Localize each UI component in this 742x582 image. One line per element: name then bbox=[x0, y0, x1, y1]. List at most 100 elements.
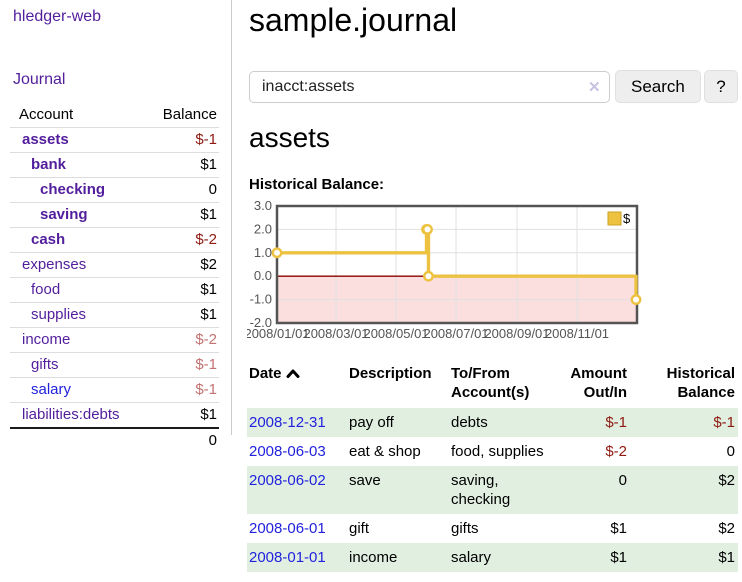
sidebar-item-journal[interactable]: Journal bbox=[13, 71, 66, 88]
transaction-amount: $1 bbox=[610, 520, 627, 537]
account-balance: $2 bbox=[200, 256, 217, 273]
chart-title: Historical Balance: bbox=[249, 176, 385, 193]
transaction-accounts: debts bbox=[451, 414, 488, 431]
accounts-total-value: 0 bbox=[208, 432, 217, 449]
search-input[interactable] bbox=[249, 71, 610, 103]
account-row: assets $-1 bbox=[10, 127, 219, 153]
svg-text:2.0: 2.0 bbox=[254, 221, 272, 236]
accounts-header-row: Account Balance bbox=[10, 103, 219, 128]
account-row: cash $-2 bbox=[10, 227, 219, 253]
register-header-row: Date Description To/From Account(s) Amou… bbox=[247, 362, 738, 408]
transaction-row: 2008-06-03 eat & shop food, supplies $-2… bbox=[247, 437, 738, 466]
main-content: sample.journal ✕ Search ? assets Histori… bbox=[244, 0, 742, 582]
account-balance: $-1 bbox=[195, 131, 217, 148]
account-row: liabilities:debts $1 bbox=[10, 402, 219, 429]
svg-text:2008/03/01: 2008/03/01 bbox=[303, 326, 368, 341]
svg-text:0.0: 0.0 bbox=[254, 268, 272, 283]
account-balance: $1 bbox=[200, 306, 217, 323]
description-column-header: Description bbox=[349, 365, 432, 382]
accounts-total-row: 0 bbox=[10, 428, 219, 453]
transaction-accounts: food, supplies bbox=[451, 443, 544, 460]
account-link-salary[interactable]: salary bbox=[31, 381, 72, 398]
account-link-assets[interactable]: assets bbox=[22, 131, 69, 148]
date-header-label: Date bbox=[249, 365, 282, 382]
account-balance: $-2 bbox=[195, 231, 217, 248]
accounts-column-header: To/From Account(s) bbox=[451, 365, 530, 401]
transaction-date-link[interactable]: 2008-06-03 bbox=[249, 443, 326, 460]
transaction-row: 2008-06-02 save saving, checking 0 $2 bbox=[247, 466, 738, 514]
transaction-date-link[interactable]: 2008-06-02 bbox=[249, 472, 326, 489]
account-balance: 0 bbox=[208, 181, 217, 198]
svg-text:2008/11/01: 2008/11/01 bbox=[545, 326, 609, 341]
svg-text:2008/01/01: 2008/01/01 bbox=[247, 326, 310, 341]
transaction-date-link[interactable]: 2008-12-31 bbox=[249, 414, 326, 431]
svg-text:2008/09/01: 2008/09/01 bbox=[484, 326, 549, 341]
account-link-income[interactable]: income bbox=[22, 331, 71, 348]
date-column-header[interactable]: Date bbox=[247, 362, 347, 408]
amount-column-header: Amount Out/In bbox=[570, 365, 627, 401]
account-balance: $1 bbox=[200, 281, 217, 298]
transaction-date-link[interactable]: 2008-01-01 bbox=[249, 549, 326, 566]
clear-search-icon[interactable]: ✕ bbox=[588, 79, 601, 96]
register-table: Date Description To/From Account(s) Amou… bbox=[247, 362, 738, 572]
transaction-amount: 0 bbox=[618, 472, 627, 489]
svg-text:3.0: 3.0 bbox=[254, 198, 272, 213]
transaction-description: save bbox=[349, 472, 381, 489]
account-link-supplies[interactable]: supplies bbox=[31, 306, 87, 323]
account-row: salary $-1 bbox=[10, 377, 219, 403]
svg-text:2008/07/01: 2008/07/01 bbox=[423, 326, 488, 341]
transaction-amount: $-1 bbox=[605, 414, 627, 431]
svg-text:1.0: 1.0 bbox=[254, 245, 272, 260]
page-title: sample.journal bbox=[249, 2, 458, 38]
account-link-gifts[interactable]: gifts bbox=[31, 356, 59, 373]
account-row: gifts $-1 bbox=[10, 352, 219, 378]
transaction-amount: $-2 bbox=[605, 443, 627, 460]
account-balance: $1 bbox=[200, 156, 217, 173]
app-brand-link[interactable]: hledger-web bbox=[13, 8, 102, 25]
account-link-bank[interactable]: bank bbox=[31, 156, 67, 173]
account-link-cash[interactable]: cash bbox=[31, 231, 66, 248]
transaction-description: gift bbox=[349, 520, 370, 537]
svg-text:-2.0: -2.0 bbox=[250, 315, 272, 330]
transaction-accounts: salary bbox=[451, 549, 492, 566]
search-button[interactable]: Search bbox=[615, 70, 701, 103]
transaction-date-link[interactable]: 2008-06-01 bbox=[249, 520, 326, 537]
transaction-balance: 0 bbox=[726, 443, 735, 460]
sort-ascending-icon bbox=[286, 369, 300, 378]
transaction-accounts: gifts bbox=[451, 520, 479, 537]
account-heading: assets bbox=[249, 122, 330, 153]
account-row: income $-2 bbox=[10, 327, 219, 353]
account-balance: $-1 bbox=[195, 381, 217, 398]
account-balance: $-2 bbox=[195, 331, 217, 348]
transaction-balance: $-1 bbox=[713, 414, 735, 431]
transaction-balance: $2 bbox=[718, 520, 735, 537]
account-row: supplies $1 bbox=[10, 302, 219, 328]
account-row: checking 0 bbox=[10, 177, 219, 203]
account-row: bank $1 bbox=[10, 152, 219, 178]
transaction-description: eat & shop bbox=[349, 443, 421, 460]
balance-column-header: Historical Balance bbox=[666, 365, 735, 401]
help-button[interactable]: ? bbox=[704, 70, 738, 103]
transaction-amount: $1 bbox=[610, 549, 627, 566]
transaction-balance: $2 bbox=[718, 472, 735, 489]
account-balance: $1 bbox=[200, 206, 217, 223]
account-balance: $-1 bbox=[195, 356, 217, 373]
account-balance: $1 bbox=[200, 406, 217, 423]
sidebar: hledger-web Journal Account Balance asse… bbox=[0, 0, 232, 449]
account-link-checking[interactable]: checking bbox=[40, 181, 106, 198]
svg-text:2008/05/01: 2008/05/01 bbox=[363, 326, 428, 341]
account-row: saving $1 bbox=[10, 202, 219, 228]
transaction-balance: $1 bbox=[718, 549, 735, 566]
transaction-description: pay off bbox=[349, 414, 394, 431]
balance-column-header: Balance bbox=[162, 106, 217, 123]
account-link-liabilities-debts[interactable]: liabilities:debts bbox=[22, 406, 120, 423]
svg-text:$: $ bbox=[623, 211, 631, 226]
account-link-food[interactable]: food bbox=[31, 281, 61, 298]
account-row: expenses $2 bbox=[10, 252, 219, 278]
account-row: food $1 bbox=[10, 277, 219, 303]
account-link-expenses[interactable]: expenses bbox=[22, 256, 87, 273]
account-link-saving[interactable]: saving bbox=[40, 206, 88, 223]
transaction-row: 2008-06-01 gift gifts $1 $2 bbox=[247, 514, 738, 543]
account-column-header: Account bbox=[19, 106, 74, 123]
accounts-balance-table: Account Balance assets $-1 bank $1 check… bbox=[10, 103, 219, 453]
